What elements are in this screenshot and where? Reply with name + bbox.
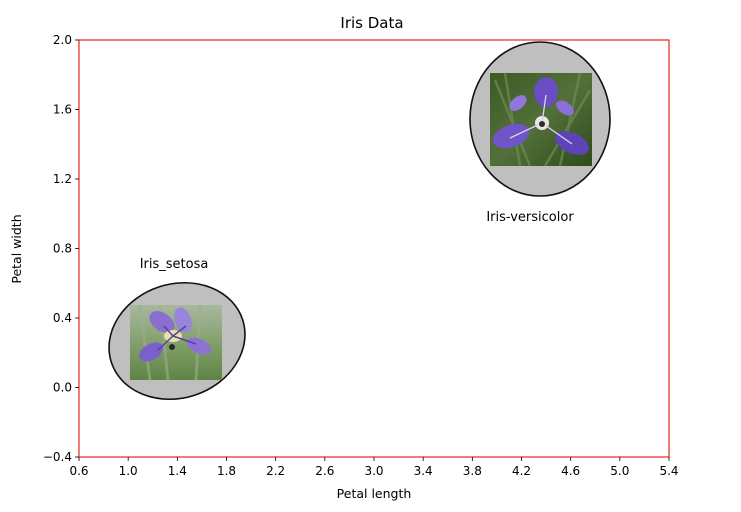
y-tick-label: 1.6 <box>53 103 72 117</box>
y-tick-label: 0.0 <box>53 381 72 395</box>
setosa-flower-photo <box>130 304 222 381</box>
chart-title: Iris Data <box>340 14 403 32</box>
y-tick-label: 0.4 <box>53 311 72 325</box>
point-iris-versicolor: Iris-versicolor <box>469 41 611 225</box>
x-tick-label: 2.6 <box>315 464 334 478</box>
y-tick-label: 2.0 <box>53 33 72 47</box>
x-tick-label: 3.4 <box>414 464 433 478</box>
x-tick-label: 1.8 <box>217 464 236 478</box>
y-axis: −0.4 0.0 0.4 0.8 1.2 1.6 2.0 <box>43 33 79 464</box>
x-axis-title: Petal length <box>337 486 412 501</box>
versicolor-flower-photo <box>490 72 592 167</box>
versicolor-label: Iris-versicolor <box>486 210 574 225</box>
y-axis-title: Petal width <box>9 214 24 283</box>
point-iris-setosa: Iris_setosa <box>108 257 246 401</box>
x-tick-label: 2.2 <box>266 464 285 478</box>
x-axis: 0.6 1.0 1.4 1.8 2.2 2.6 3.0 3.4 3.8 4.2 4.6 5.0 5.4 <box>69 457 679 478</box>
x-tick-label: 5.4 <box>659 464 678 478</box>
y-tick-label: 1.2 <box>53 172 72 186</box>
y-tick-label: 0.8 <box>53 242 72 256</box>
x-tick-label: 5.0 <box>610 464 629 478</box>
x-tick-label: 3.8 <box>463 464 482 478</box>
x-tick-label: 1.4 <box>168 464 187 478</box>
x-tick-label: 4.2 <box>512 464 531 478</box>
setosa-label: Iris_setosa <box>140 257 209 272</box>
x-tick-label: 1.0 <box>119 464 138 478</box>
y-tick-label: −0.4 <box>43 450 72 464</box>
x-tick-label: 3.0 <box>364 464 383 478</box>
x-tick-label: 0.6 <box>69 464 88 478</box>
x-tick-label: 4.6 <box>561 464 580 478</box>
